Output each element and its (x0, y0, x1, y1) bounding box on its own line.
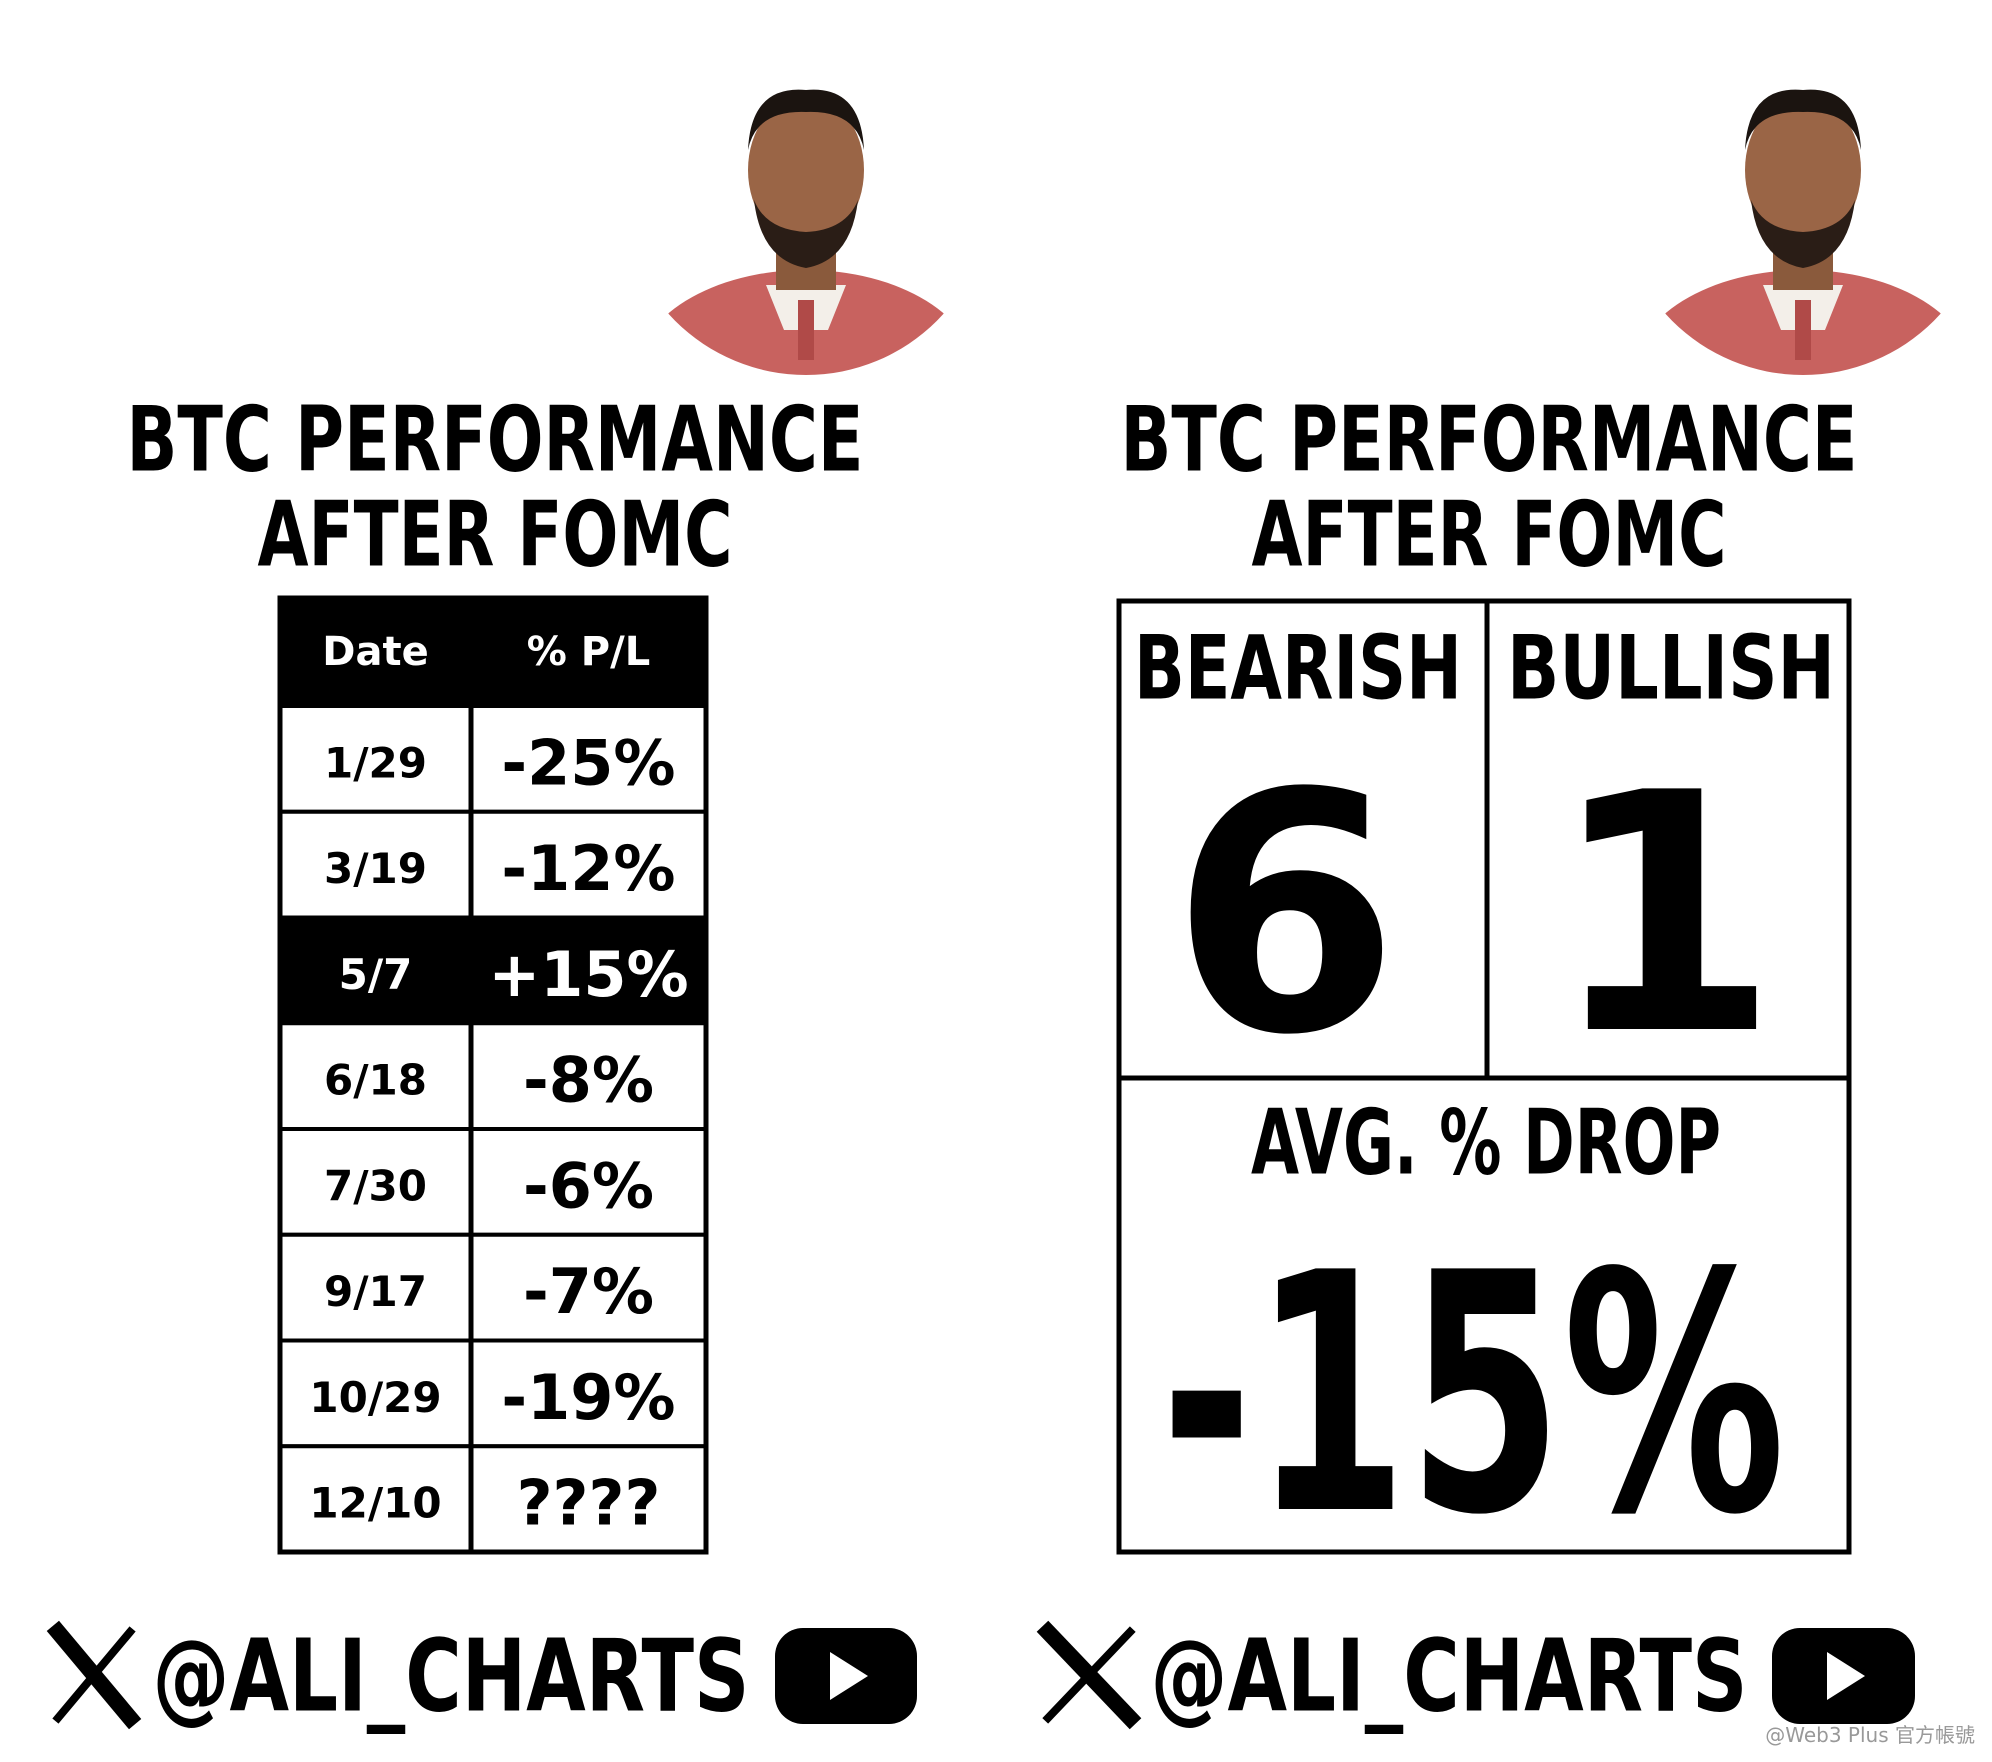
bearish-count: 6 (1170, 723, 1400, 1107)
table: Date % P/L 1/29 -25% 3/19 -12% 5/7 +15% 6/18 -8% 7… (277, 595, 709, 1555)
date-cell: 12/10 (309, 1479, 441, 1528)
pl-cell: ???? (517, 1467, 661, 1540)
bullish-label: BULLISH (1507, 617, 1835, 720)
date-cell: 6/18 (324, 1056, 427, 1105)
pl-cell: -6% (523, 1149, 654, 1222)
youtube-icon (1772, 1628, 1915, 1724)
table-row (278, 704, 708, 814)
pl-cell: -7% (523, 1255, 654, 1328)
summary-box (1116, 598, 1852, 1555)
title-line: BTC PERFORMANCE (1121, 388, 1858, 493)
header-cell: % P/L (527, 629, 650, 675)
header-cell: Date (322, 629, 428, 675)
date-cell: 3/19 (324, 844, 427, 893)
x-logo (1036, 1620, 1142, 1730)
date-cell: 1/29 (324, 738, 427, 787)
header-row (280, 598, 706, 706)
pl-cell: -25% (501, 726, 675, 799)
x-logo (46, 1620, 142, 1730)
table-row (278, 809, 708, 920)
youtube-icon (775, 1628, 917, 1724)
handle: @ALI_CHARTS (1151, 1618, 1748, 1735)
pl-cell: +15% (488, 938, 688, 1011)
pl-cell: -12% (501, 832, 675, 905)
title-line: AFTER FOMC (1252, 483, 1727, 588)
watermark: @Web3 Plus 官方帳號 (1765, 1723, 1975, 1747)
bullish-count: 1 (1549, 723, 1779, 1107)
title-line: BTC PERFORMANCE (127, 388, 864, 493)
title-line: AFTER FOMC (258, 483, 733, 588)
date-cell: 10/29 (309, 1373, 441, 1422)
date-cell: 5/7 (339, 950, 413, 999)
avg-drop-value: -15% (1161, 1203, 1786, 1587)
pl-cell: -8% (523, 1044, 654, 1117)
avg-drop-label: AVG. % DROP (1251, 1091, 1721, 1196)
table-border (277, 595, 709, 1555)
date-cell: 7/30 (324, 1161, 427, 1210)
date-cell: 9/17 (324, 1267, 427, 1316)
pl-cell: -19% (501, 1361, 675, 1434)
table-row (278, 915, 708, 1026)
bearish-label: BEARISH (1134, 617, 1462, 720)
handle: @ALI_CHARTS (153, 1618, 750, 1735)
